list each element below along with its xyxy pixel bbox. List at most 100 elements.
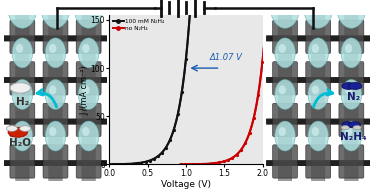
FancyBboxPatch shape bbox=[3, 77, 108, 83]
FancyBboxPatch shape bbox=[266, 77, 370, 83]
Ellipse shape bbox=[79, 0, 90, 7]
Ellipse shape bbox=[45, 80, 66, 109]
Circle shape bbox=[342, 122, 354, 128]
Ellipse shape bbox=[279, 85, 286, 94]
FancyBboxPatch shape bbox=[306, 62, 331, 95]
Ellipse shape bbox=[312, 127, 319, 136]
Ellipse shape bbox=[16, 127, 23, 136]
Ellipse shape bbox=[78, 80, 99, 109]
Circle shape bbox=[10, 83, 31, 93]
FancyBboxPatch shape bbox=[3, 77, 108, 83]
FancyBboxPatch shape bbox=[266, 77, 370, 83]
Ellipse shape bbox=[49, 44, 57, 53]
Ellipse shape bbox=[82, 44, 90, 53]
Ellipse shape bbox=[345, 44, 352, 53]
FancyBboxPatch shape bbox=[344, 14, 358, 182]
Ellipse shape bbox=[82, 127, 90, 136]
Ellipse shape bbox=[312, 85, 319, 94]
FancyBboxPatch shape bbox=[3, 36, 108, 41]
FancyBboxPatch shape bbox=[3, 119, 108, 124]
Ellipse shape bbox=[275, 38, 295, 68]
FancyBboxPatch shape bbox=[76, 145, 101, 178]
Ellipse shape bbox=[308, 121, 329, 151]
Ellipse shape bbox=[312, 44, 319, 53]
Ellipse shape bbox=[78, 38, 99, 68]
FancyBboxPatch shape bbox=[266, 36, 370, 41]
Text: H₂O: H₂O bbox=[9, 138, 31, 148]
FancyBboxPatch shape bbox=[3, 160, 108, 166]
FancyBboxPatch shape bbox=[312, 14, 325, 182]
FancyBboxPatch shape bbox=[76, 20, 101, 53]
Ellipse shape bbox=[279, 127, 286, 136]
Ellipse shape bbox=[49, 127, 57, 136]
Ellipse shape bbox=[303, 0, 333, 28]
Ellipse shape bbox=[12, 80, 33, 109]
Circle shape bbox=[353, 125, 361, 130]
Ellipse shape bbox=[270, 0, 300, 28]
FancyBboxPatch shape bbox=[339, 103, 364, 136]
FancyBboxPatch shape bbox=[339, 145, 364, 178]
Circle shape bbox=[341, 125, 349, 130]
FancyBboxPatch shape bbox=[3, 119, 108, 124]
Ellipse shape bbox=[16, 44, 23, 53]
FancyBboxPatch shape bbox=[339, 62, 364, 95]
Ellipse shape bbox=[46, 0, 57, 7]
Ellipse shape bbox=[308, 38, 329, 68]
Ellipse shape bbox=[45, 38, 66, 68]
FancyBboxPatch shape bbox=[266, 77, 370, 83]
FancyBboxPatch shape bbox=[306, 103, 331, 136]
Ellipse shape bbox=[337, 0, 366, 28]
Circle shape bbox=[349, 122, 360, 128]
Ellipse shape bbox=[12, 121, 33, 151]
Ellipse shape bbox=[16, 85, 23, 94]
FancyBboxPatch shape bbox=[273, 145, 297, 178]
Ellipse shape bbox=[308, 80, 329, 109]
Ellipse shape bbox=[342, 0, 353, 7]
FancyBboxPatch shape bbox=[16, 14, 29, 182]
Ellipse shape bbox=[41, 0, 70, 28]
FancyBboxPatch shape bbox=[266, 119, 370, 124]
Ellipse shape bbox=[45, 121, 66, 151]
Ellipse shape bbox=[275, 80, 295, 109]
FancyBboxPatch shape bbox=[266, 36, 370, 41]
FancyBboxPatch shape bbox=[278, 14, 292, 182]
FancyBboxPatch shape bbox=[273, 103, 297, 136]
Y-axis label: J /(mA cm⁻²): J /(mA cm⁻²) bbox=[80, 65, 89, 115]
FancyBboxPatch shape bbox=[266, 36, 370, 41]
Text: H₂: H₂ bbox=[16, 97, 29, 107]
FancyBboxPatch shape bbox=[10, 20, 35, 53]
Text: N₂H₄: N₂H₄ bbox=[340, 132, 367, 142]
Ellipse shape bbox=[74, 0, 104, 28]
Ellipse shape bbox=[276, 0, 286, 7]
Ellipse shape bbox=[309, 0, 320, 7]
FancyBboxPatch shape bbox=[43, 62, 68, 95]
Ellipse shape bbox=[279, 44, 286, 53]
FancyBboxPatch shape bbox=[3, 119, 108, 124]
FancyBboxPatch shape bbox=[306, 20, 331, 53]
Ellipse shape bbox=[275, 121, 295, 151]
Circle shape bbox=[8, 127, 27, 137]
FancyBboxPatch shape bbox=[49, 14, 62, 182]
FancyBboxPatch shape bbox=[76, 103, 101, 136]
FancyBboxPatch shape bbox=[82, 14, 95, 182]
Text: N₂: N₂ bbox=[347, 92, 360, 102]
FancyBboxPatch shape bbox=[43, 20, 68, 53]
Ellipse shape bbox=[78, 121, 99, 151]
FancyBboxPatch shape bbox=[266, 119, 370, 124]
Ellipse shape bbox=[341, 38, 361, 68]
Circle shape bbox=[342, 83, 355, 89]
FancyBboxPatch shape bbox=[43, 103, 68, 136]
FancyBboxPatch shape bbox=[3, 160, 108, 166]
FancyBboxPatch shape bbox=[3, 77, 108, 83]
FancyBboxPatch shape bbox=[10, 145, 35, 178]
Ellipse shape bbox=[341, 121, 361, 151]
Ellipse shape bbox=[82, 85, 90, 94]
Ellipse shape bbox=[345, 85, 352, 94]
FancyBboxPatch shape bbox=[339, 20, 364, 53]
FancyBboxPatch shape bbox=[3, 36, 108, 41]
Ellipse shape bbox=[13, 0, 24, 7]
Text: Δ1.07 V: Δ1.07 V bbox=[209, 53, 242, 62]
FancyBboxPatch shape bbox=[266, 160, 370, 166]
FancyBboxPatch shape bbox=[306, 145, 331, 178]
Legend: 100 mM N₂H₄, no N₂H₄: 100 mM N₂H₄, no N₂H₄ bbox=[112, 18, 166, 32]
